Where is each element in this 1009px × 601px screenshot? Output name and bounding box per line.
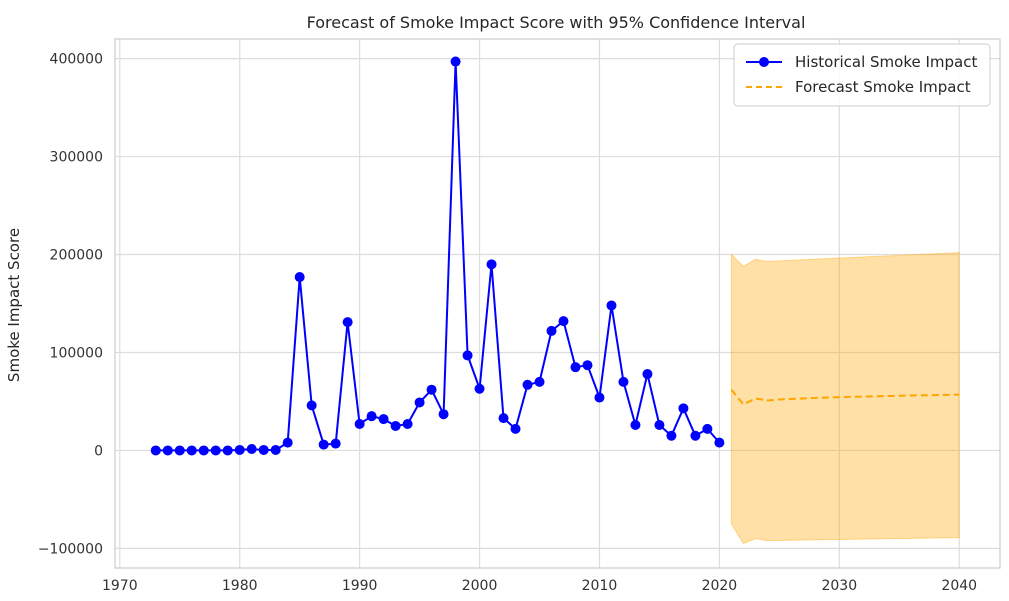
historical-point xyxy=(354,418,365,429)
historical-point xyxy=(246,443,257,454)
historical-point xyxy=(414,397,425,408)
x-tick-label: 1980 xyxy=(222,578,258,594)
historical-point xyxy=(186,445,197,456)
y-tick-label: −100000 xyxy=(38,541,103,557)
confidence-interval-band xyxy=(730,252,960,545)
historical-point xyxy=(522,379,533,390)
historical-point xyxy=(426,384,437,395)
y-axis-ticks: −100000 0 100000 200000 300000 400000 xyxy=(38,52,103,558)
historical-point xyxy=(642,369,653,380)
historical-point xyxy=(150,445,161,456)
historical-point xyxy=(654,419,665,430)
historical-point xyxy=(546,325,557,336)
chart-title: Forecast of Smoke Impact Score with 95% … xyxy=(307,13,806,32)
historical-point xyxy=(618,376,629,387)
historical-point xyxy=(678,403,689,414)
historical-point xyxy=(402,418,413,429)
historical-point xyxy=(510,423,521,434)
x-axis-ticks: 1970 1980 1990 2000 2010 2020 2030 2040 xyxy=(102,578,977,594)
historical-point xyxy=(234,444,245,455)
historical-point xyxy=(330,438,341,449)
historical-point xyxy=(570,362,581,373)
plot-frame xyxy=(114,38,1001,569)
legend-forecast-label: Forecast Smoke Impact xyxy=(795,78,971,96)
x-tick-label: 1970 xyxy=(102,578,138,594)
historical-point xyxy=(198,445,209,456)
x-tick-label: 2040 xyxy=(941,578,977,594)
historical-point xyxy=(462,350,473,361)
historical-point xyxy=(630,419,641,430)
y-tick-label: 400000 xyxy=(50,52,103,68)
historical-point xyxy=(366,411,377,422)
legend-historical-label: Historical Smoke Impact xyxy=(795,53,977,71)
historical-point xyxy=(342,317,353,328)
x-tick-label: 2020 xyxy=(702,578,738,594)
grid-lines xyxy=(115,39,1000,568)
historical-point xyxy=(282,437,293,448)
historical-point xyxy=(714,437,725,448)
historical-point xyxy=(390,420,401,431)
x-tick-label: 2010 xyxy=(582,578,618,594)
historical-point xyxy=(438,409,449,420)
forecast-series-line xyxy=(730,389,960,406)
y-tick-label: 100000 xyxy=(50,345,103,361)
legend-box xyxy=(733,43,991,107)
confidence-band-area xyxy=(730,252,960,545)
x-tick-label: 1990 xyxy=(342,578,378,594)
historical-point xyxy=(162,445,173,456)
historical-point xyxy=(378,414,389,425)
y-tick-label: 0 xyxy=(94,443,103,459)
historical-point xyxy=(498,413,509,424)
x-tick-label: 2000 xyxy=(462,578,498,594)
historical-point xyxy=(318,439,329,450)
historical-point xyxy=(558,316,569,327)
historical-point xyxy=(534,376,545,387)
y-tick-label: 300000 xyxy=(50,150,103,166)
legend-historical-marker xyxy=(759,57,769,67)
y-axis-label: Smoke Impact Score xyxy=(5,228,23,382)
historical-point xyxy=(606,300,617,311)
historical-point xyxy=(270,444,281,455)
historical-point xyxy=(474,383,485,394)
historical-point xyxy=(258,444,269,455)
historical-point xyxy=(450,56,461,67)
historical-point xyxy=(582,360,593,371)
series-layer xyxy=(150,56,960,456)
historical-point xyxy=(594,392,605,403)
historical-point xyxy=(666,430,677,441)
y-tick-label: 200000 xyxy=(50,248,103,264)
historical-point xyxy=(306,400,317,411)
x-tick-label: 2030 xyxy=(821,578,857,594)
historical-point xyxy=(222,445,233,456)
historical-point xyxy=(702,423,713,434)
historical-point xyxy=(174,445,185,456)
legend: Historical Smoke Impact Forecast Smoke I… xyxy=(733,43,991,107)
historical-point xyxy=(210,445,221,456)
historical-point xyxy=(486,259,497,270)
historical-point xyxy=(690,430,701,441)
historical-point xyxy=(294,272,305,283)
